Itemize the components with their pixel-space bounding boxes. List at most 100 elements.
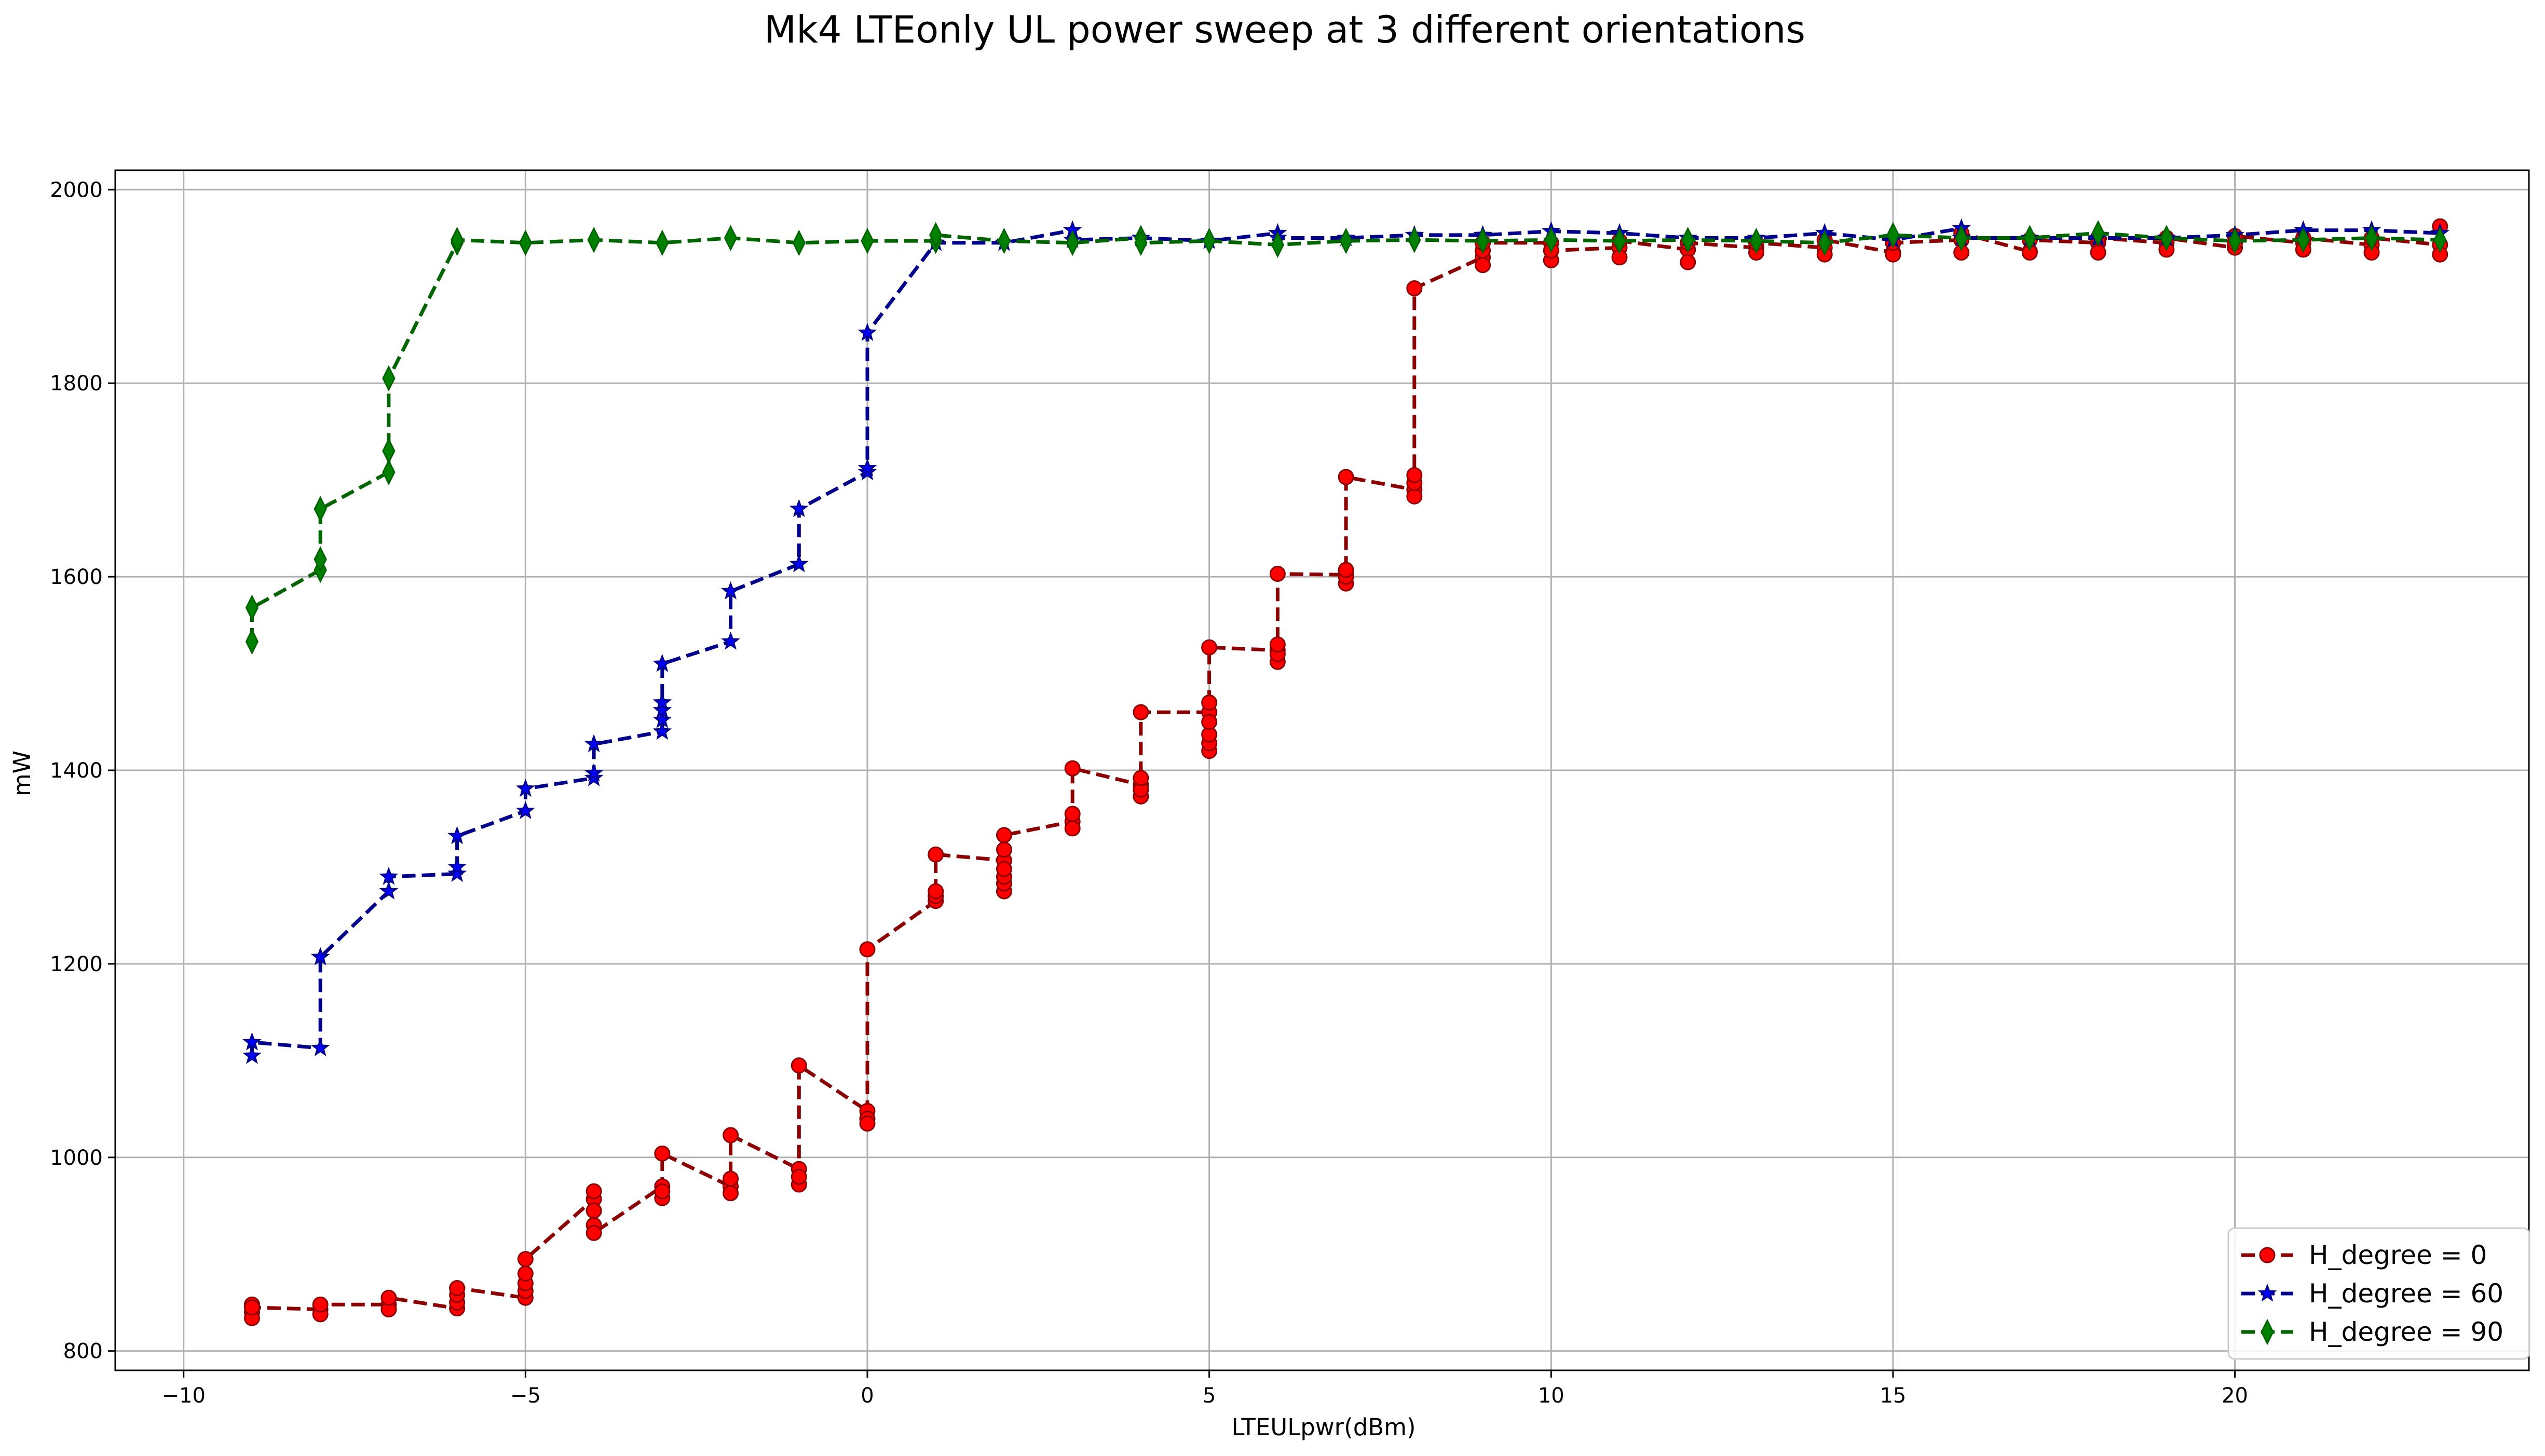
x-tick-label: 10 xyxy=(1538,1384,1564,1408)
y-axis-ticks: 800 1000 1200 1400 1600 1800 2000 xyxy=(50,178,115,1364)
data-point-marker xyxy=(379,866,399,885)
data-point-marker xyxy=(1269,636,1286,653)
data-point-marker xyxy=(1201,694,1218,711)
x-tick-label: 15 xyxy=(1880,1384,1906,1408)
data-point-marker xyxy=(449,1280,466,1297)
data-point-marker xyxy=(858,322,877,341)
x-tick-label: 20 xyxy=(2222,1384,2248,1408)
data-point-marker xyxy=(721,581,740,600)
legend-entry: H_degree = 90 xyxy=(2241,1317,2503,1347)
data-point-marker xyxy=(447,826,467,845)
y-tick-label: 1400 xyxy=(50,759,103,783)
data-point-marker xyxy=(1476,227,1490,254)
data-point-marker xyxy=(450,226,464,253)
data-point-marker xyxy=(2261,1318,2274,1345)
series-line xyxy=(250,226,2440,1056)
data-point-marker xyxy=(997,227,1011,254)
data-point-marker xyxy=(1954,225,1968,251)
data-point-marker xyxy=(380,1289,397,1306)
data-point-marker xyxy=(1818,229,1831,256)
data-point-marker xyxy=(1271,232,1285,258)
data-point-marker xyxy=(584,763,604,782)
data-point-marker xyxy=(2433,226,2447,253)
data-point-marker xyxy=(314,496,327,522)
x-tick-label: −5 xyxy=(510,1384,541,1408)
data-point-marker xyxy=(1338,469,1354,485)
y-tick-label: 1200 xyxy=(50,952,103,976)
data-point-marker xyxy=(1475,257,1491,274)
data-point-marker xyxy=(723,1171,739,1187)
data-point-marker xyxy=(1544,226,1558,253)
series-layer xyxy=(242,218,2450,1326)
data-point-marker xyxy=(859,1115,876,1132)
data-point-marker xyxy=(1202,227,1216,254)
data-point-marker xyxy=(382,459,396,486)
data-point-marker xyxy=(2090,244,2106,261)
data-point-marker xyxy=(2365,225,2378,251)
data-point-marker xyxy=(1064,820,1081,837)
data-point-marker xyxy=(1201,714,1218,730)
y-tick-label: 1000 xyxy=(50,1146,103,1170)
data-point-marker xyxy=(652,654,672,672)
data-point-marker xyxy=(586,1183,602,1200)
legend-entry: H_degree = 0 xyxy=(2241,1240,2487,1270)
data-point-marker xyxy=(996,861,1012,877)
plot-area: −10 −5 0 5 10 15 20 800 1000 1200 1400 1600 1800 200… xyxy=(50,169,2530,1408)
data-point-marker xyxy=(1201,639,1218,656)
data-point-marker xyxy=(1406,280,1423,296)
data-point-marker xyxy=(789,499,809,518)
data-point-marker xyxy=(2259,1247,2276,1263)
data-point-marker xyxy=(789,554,809,573)
data-point-marker xyxy=(2091,220,2105,247)
data-point-marker xyxy=(1066,229,1079,256)
data-point-marker xyxy=(652,700,672,718)
data-point-marker xyxy=(791,1168,807,1185)
data-point-marker xyxy=(517,1251,534,1268)
data-point-marker xyxy=(587,226,601,253)
data-point-marker xyxy=(1749,227,1763,254)
data-point-marker xyxy=(996,841,1012,858)
data-point-marker xyxy=(656,229,669,256)
data-point-marker xyxy=(314,546,327,573)
x-axis-ticks: −10 −5 0 5 10 15 20 xyxy=(162,1370,2248,1408)
data-point-marker xyxy=(652,722,672,740)
data-point-marker xyxy=(1406,488,1423,505)
data-point-marker xyxy=(724,225,738,251)
data-point-marker xyxy=(310,1038,330,1056)
data-point-marker xyxy=(447,857,467,876)
data-point-marker xyxy=(654,1145,671,1162)
data-point-marker xyxy=(379,881,399,900)
series-thin_diamond xyxy=(245,220,2447,655)
data-point-marker xyxy=(1613,227,1626,254)
y-tick-label: 1800 xyxy=(50,372,103,396)
data-point-marker xyxy=(517,1266,534,1282)
data-point-marker xyxy=(2296,226,2310,253)
data-point-marker xyxy=(242,1045,262,1064)
data-point-marker xyxy=(1133,704,1149,720)
data-point-marker xyxy=(1339,227,1353,254)
x-tick-label: 5 xyxy=(1203,1384,1216,1408)
data-point-marker xyxy=(312,1296,329,1313)
legend-entry: H_degree = 60 xyxy=(2241,1278,2503,1309)
data-point-marker xyxy=(1408,226,1421,253)
data-point-marker xyxy=(243,1299,260,1316)
legend-label: H_degree = 90 xyxy=(2309,1317,2503,1347)
data-point-marker xyxy=(516,779,535,797)
data-point-marker xyxy=(654,1183,671,1200)
legend-frame xyxy=(2227,1227,2530,1360)
data-point-marker xyxy=(447,864,467,882)
y-axis-label: mW xyxy=(8,751,36,796)
data-point-marker xyxy=(516,801,535,819)
legend-label: H_degree = 60 xyxy=(2309,1278,2503,1309)
y-tick-label: 1600 xyxy=(50,565,103,589)
data-point-marker xyxy=(1269,566,1286,582)
legend: H_degree = 0 H_degree = 60 H_degree = 90 xyxy=(2227,1227,2530,1360)
x-tick-label: 0 xyxy=(861,1384,874,1408)
data-point-marker xyxy=(1886,222,1900,249)
data-point-marker xyxy=(2160,225,2173,251)
data-point-marker xyxy=(723,1127,739,1144)
data-point-marker xyxy=(2257,1283,2277,1302)
data-point-marker xyxy=(928,846,944,863)
data-point-marker xyxy=(996,827,1012,843)
